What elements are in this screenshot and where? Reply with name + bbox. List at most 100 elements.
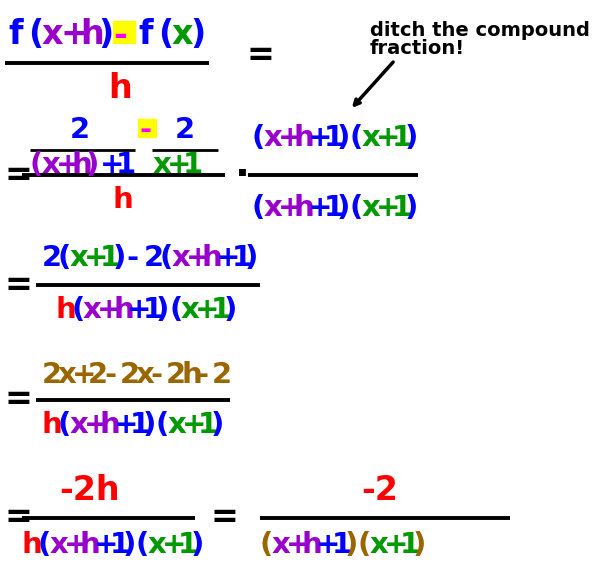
Text: +: +	[376, 194, 401, 222]
Text: ): )	[211, 411, 224, 439]
Text: x: x	[50, 531, 69, 559]
Text: (: (	[58, 244, 71, 272]
Text: +: +	[278, 124, 303, 152]
Text: h: h	[108, 72, 132, 105]
Text: =: =	[5, 383, 33, 416]
Text: ): )	[190, 18, 205, 51]
Text: h: h	[72, 151, 93, 179]
Text: ): )	[345, 531, 358, 559]
Text: x: x	[181, 296, 200, 324]
Text: +: +	[127, 296, 151, 324]
Text: ): )	[86, 151, 99, 179]
Text: +: +	[376, 124, 401, 152]
Text: ): )	[337, 124, 350, 152]
Text: +: +	[162, 531, 187, 559]
Text: fraction!: fraction!	[370, 38, 465, 58]
Text: x: x	[362, 194, 381, 222]
Text: (: (	[71, 296, 84, 324]
Text: h: h	[55, 296, 76, 324]
Text: +: +	[286, 531, 310, 559]
Text: -: -	[150, 361, 162, 389]
Text: (: (	[169, 296, 182, 324]
Text: x: x	[70, 244, 89, 272]
Text: x: x	[148, 531, 167, 559]
Text: ): )	[337, 194, 350, 222]
Text: x: x	[172, 18, 194, 51]
Text: 1: 1	[198, 411, 218, 439]
Text: x: x	[272, 531, 291, 559]
Text: =: =	[5, 502, 33, 534]
Text: +: +	[114, 411, 139, 439]
Text: h: h	[42, 411, 63, 439]
Text: +: +	[56, 151, 81, 179]
Text: h: h	[202, 244, 222, 272]
Text: +: +	[84, 244, 108, 272]
Text: =: =	[5, 158, 33, 192]
Text: x: x	[42, 151, 61, 179]
Text: ): )	[224, 296, 237, 324]
Text: f: f	[8, 18, 23, 51]
Text: h: h	[112, 186, 133, 214]
Text: -2h: -2h	[60, 474, 120, 506]
Text: x: x	[264, 124, 283, 152]
Text: ): )	[245, 244, 258, 272]
Text: (: (	[136, 531, 150, 559]
Text: x: x	[172, 244, 191, 272]
Text: +: +	[97, 296, 121, 324]
Text: +: +	[182, 411, 206, 439]
Text: +: +	[100, 151, 124, 179]
Text: =: =	[210, 502, 238, 534]
Text: 2: 2	[120, 361, 140, 389]
Text: +: +	[384, 531, 408, 559]
Text: h: h	[80, 18, 103, 51]
Text: ): )	[405, 194, 419, 222]
Text: 1: 1	[110, 531, 130, 559]
Text: (: (	[38, 531, 51, 559]
Text: ): )	[123, 531, 136, 559]
Text: x: x	[168, 411, 187, 439]
Text: h: h	[294, 124, 315, 152]
Text: +: +	[316, 531, 340, 559]
Text: f: f	[138, 18, 152, 51]
Text: h: h	[182, 361, 203, 389]
Text: +: +	[278, 194, 303, 222]
Text: 1: 1	[392, 194, 412, 222]
Text: 1: 1	[183, 151, 203, 179]
Text: x: x	[362, 124, 381, 152]
Text: 2: 2	[175, 116, 195, 144]
Text: +: +	[195, 296, 219, 324]
Text: 2: 2	[42, 361, 62, 389]
Text: 1: 1	[143, 296, 163, 324]
Text: x: x	[83, 296, 102, 324]
Text: -: -	[113, 18, 127, 51]
Text: h: h	[113, 296, 134, 324]
Text: +: +	[94, 531, 118, 559]
Text: ): )	[191, 531, 205, 559]
Text: ): )	[413, 531, 426, 559]
Text: h: h	[302, 531, 323, 559]
Text: 2: 2	[144, 244, 164, 272]
Text: +: +	[64, 531, 89, 559]
Text: x: x	[370, 531, 389, 559]
Text: +: +	[167, 151, 191, 179]
Text: (: (	[30, 151, 44, 179]
Bar	[138, 119, 156, 137]
Text: 1: 1	[178, 531, 199, 559]
Text: (: (	[28, 18, 43, 51]
Text: -: -	[139, 116, 151, 144]
Text: +: +	[308, 194, 332, 222]
Text: (: (	[160, 244, 173, 272]
Text: +: +	[308, 124, 332, 152]
Text: (: (	[260, 531, 273, 559]
Text: h: h	[100, 411, 121, 439]
Text: 2: 2	[70, 116, 90, 144]
Text: (: (	[252, 124, 266, 152]
Text: ditch the compound: ditch the compound	[370, 21, 590, 39]
Text: -2: -2	[362, 474, 398, 506]
Text: +: +	[216, 244, 240, 272]
Text: h: h	[80, 531, 100, 559]
Bar	[113, 21, 135, 43]
Text: ): )	[113, 244, 126, 272]
Text: ): )	[143, 411, 156, 439]
Text: x: x	[42, 18, 63, 51]
